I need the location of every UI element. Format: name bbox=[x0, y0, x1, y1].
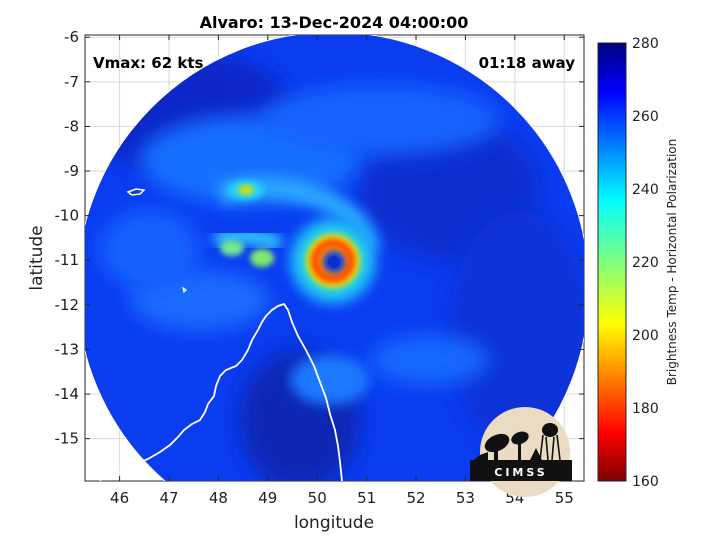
microwave-swath bbox=[85, 35, 584, 481]
colorbar-tick-label: 180 bbox=[632, 401, 659, 417]
x-tick-label: 50 bbox=[308, 489, 327, 507]
y-tick-label: -9 bbox=[64, 162, 79, 180]
cimss-logo-text: CIMSS bbox=[494, 466, 547, 479]
x-tick-label: 52 bbox=[406, 489, 425, 507]
cimss-logo: CIMSS bbox=[470, 407, 572, 497]
x-tick-label: 55 bbox=[555, 489, 574, 507]
x-axis-tick-labels: 46 47 48 49 50 51 52 53 54 55 bbox=[110, 489, 574, 507]
colorbar bbox=[597, 42, 627, 482]
y-axis-tick-labels: -6 -7 -8 -9 -10 -11 -12 -13 -14 -15 bbox=[55, 28, 80, 447]
y-tick-label: -10 bbox=[55, 207, 80, 225]
x-tick-label: 48 bbox=[209, 489, 228, 507]
colorbar-tick-label: 240 bbox=[632, 182, 659, 198]
x-tick-label: 49 bbox=[258, 489, 277, 507]
y-tick-label: -13 bbox=[55, 340, 80, 358]
y-tick-label: -7 bbox=[64, 73, 79, 91]
colorbar-tick-label: 260 bbox=[632, 109, 659, 125]
y-tick-label: -15 bbox=[55, 430, 80, 448]
colorbar-label: Brightness Temp - Horizontal Polarizatio… bbox=[665, 139, 679, 386]
vmax-label: Vmax: 62 kts bbox=[93, 54, 203, 72]
y-tick-label: -8 bbox=[64, 117, 79, 135]
colorbar-tick-label: 200 bbox=[632, 328, 659, 344]
x-tick-label: 53 bbox=[456, 489, 475, 507]
time-away-label: 01:18 away bbox=[479, 54, 576, 72]
colorbar-tick-label: 220 bbox=[632, 255, 659, 271]
colorbar-tick-label: 160 bbox=[632, 474, 659, 490]
colorbar-tick-labels: 280 260 240 220 200 180 160 bbox=[632, 36, 659, 490]
x-tick-label: 51 bbox=[357, 489, 376, 507]
y-tick-label: -14 bbox=[55, 385, 80, 403]
y-tick-label: -11 bbox=[55, 251, 80, 269]
colorbar-tick-label: 280 bbox=[632, 36, 659, 52]
x-tick-label: 46 bbox=[110, 489, 129, 507]
x-tick-label: 47 bbox=[159, 489, 178, 507]
y-tick-label: -12 bbox=[55, 296, 80, 314]
x-axis-label: longitude bbox=[294, 513, 374, 533]
chart-title: Alvaro: 13-Dec-2024 04:00:00 bbox=[200, 13, 469, 32]
y-axis-label: latitude bbox=[27, 225, 47, 290]
y-tick-label: -6 bbox=[64, 28, 79, 46]
